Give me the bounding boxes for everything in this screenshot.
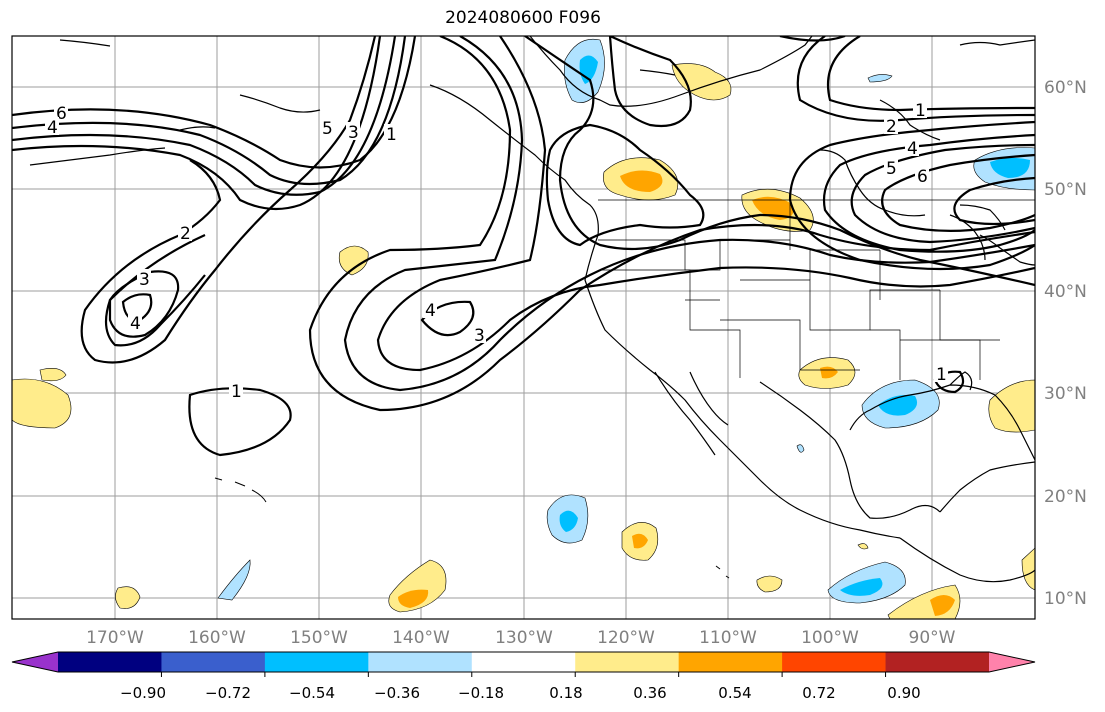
contour-label: 4	[907, 139, 918, 159]
contour-label: 1	[231, 382, 242, 402]
colorbar-tick-label: 0.18	[549, 684, 582, 702]
contour-label: 6	[917, 167, 928, 187]
colorbar-tick-label: 0.90	[887, 684, 920, 702]
lon-tick-label: 160°W	[188, 628, 246, 648]
lat-tick-label: 10°N	[1044, 589, 1087, 609]
colorbar-segment	[368, 652, 473, 672]
contour-label: 6	[56, 104, 67, 124]
coastlines	[29, 36, 1035, 583]
lat-tick-label: 20°N	[1044, 487, 1087, 507]
contour-label: 4	[47, 118, 58, 138]
colorbar-extend-high	[989, 652, 1035, 672]
contour-label: 2	[180, 224, 191, 244]
lon-tick-label: 90°W	[909, 628, 956, 648]
colorbar-tick-label: 0.72	[802, 684, 835, 702]
islands	[214, 477, 730, 579]
contour-label: 3	[474, 326, 485, 346]
positive-anomaly-shading	[12, 63, 1035, 619]
contour-label: 3	[348, 123, 359, 143]
colorbar-segment	[885, 652, 990, 672]
contour-labels: 6 4 5 3 1 2 3 4 4 3 1 1 2 4 5 6 1	[45, 100, 948, 402]
colorbar-tick-label: 0.54	[718, 684, 751, 702]
colorbar-outline	[11, 651, 1036, 673]
lat-tick-label: 40°N	[1044, 282, 1087, 302]
colorbar-tick-label: −0.90	[120, 684, 166, 702]
lon-tick-label: 100°W	[801, 628, 859, 648]
contour-label: 5	[886, 159, 897, 179]
contour-label: 3	[139, 270, 150, 290]
colorbar-segment	[471, 652, 576, 672]
lon-tick-label: 140°W	[392, 628, 450, 648]
colorbar-segment	[161, 652, 266, 672]
colorbar	[11, 651, 1036, 677]
lat-tick-label: 30°N	[1044, 384, 1087, 404]
colorbar-tick-label: −0.18	[458, 684, 504, 702]
colorbar-segment	[782, 652, 887, 672]
colorbar-extend-low	[12, 652, 58, 672]
contour-label: 1	[936, 365, 947, 385]
lat-tick-label: 50°N	[1044, 180, 1087, 200]
colorbar-ticks: −0.90 −0.72 −0.54 −0.36 −0.18 0.18 0.36 …	[120, 684, 921, 702]
contour-label: 1	[386, 125, 397, 145]
lat-tick-label: 60°N	[1044, 78, 1087, 98]
negative-anomaly-shading	[217, 38, 1035, 604]
colorbar-tick-label: −0.36	[374, 684, 420, 702]
lon-tick-label: 170°W	[86, 628, 144, 648]
contour-label: 4	[425, 301, 436, 321]
latitude-labels: 60°N 50°N 40°N 30°N 20°N 10°N	[1044, 78, 1087, 609]
lon-tick-label: 150°W	[290, 628, 348, 648]
colorbar-segment	[58, 652, 162, 672]
colorbar-segment	[678, 652, 783, 672]
contour-label: 1	[915, 101, 926, 121]
colorbar-segment	[264, 652, 369, 672]
contour-label: 2	[886, 117, 897, 137]
contour-label: 5	[322, 119, 333, 139]
lon-tick-label: 120°W	[597, 628, 655, 648]
colorbar-tick-label: 0.36	[633, 684, 666, 702]
colorbar-tick-label: −0.54	[289, 684, 335, 702]
colorbar-tick-label: −0.72	[205, 684, 251, 702]
colorbar-segment	[575, 652, 680, 672]
map-frame	[11, 35, 1036, 620]
lon-tick-label: 130°W	[495, 628, 553, 648]
longitude-labels: 170°W 160°W 150°W 140°W 130°W 120°W 110°…	[86, 628, 956, 648]
contour-label: 4	[130, 314, 141, 334]
map-title: 2024080600 F096	[445, 8, 601, 28]
lon-tick-label: 110°W	[699, 628, 757, 648]
